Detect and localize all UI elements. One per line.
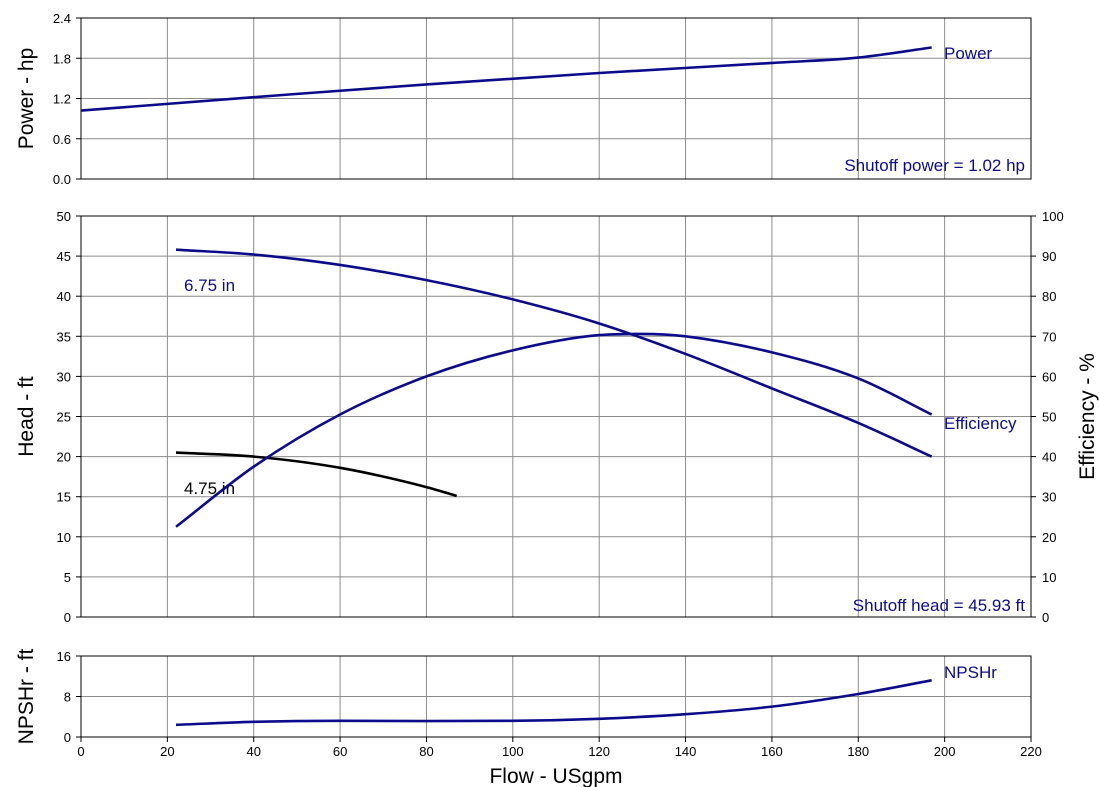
- y-tick-label: 10: [57, 530, 71, 545]
- series-label: Efficiency: [944, 414, 1017, 433]
- y2-tick-label: 80: [1042, 289, 1056, 304]
- grid-head: [81, 216, 1031, 617]
- y2-tick-label: 60: [1042, 369, 1056, 384]
- x-tick-label: 180: [847, 744, 869, 759]
- y2-axis-title: Efficiency - %: [1076, 353, 1099, 480]
- y-axis-title: Power - hp: [15, 48, 38, 150]
- x-tick-label: 120: [588, 744, 610, 759]
- series-line-efficiency: [175, 332, 933, 528]
- y2-tick-label: 20: [1042, 530, 1056, 545]
- x-tick-label: 40: [246, 744, 260, 759]
- y2-tick-label: 50: [1042, 410, 1056, 425]
- y2-tick-label: 10: [1042, 570, 1056, 585]
- y-tick-label: 40: [57, 289, 71, 304]
- y-tick-label: 50: [57, 209, 71, 224]
- y-tick-label: 35: [57, 329, 71, 344]
- annotation-shutoff: Shutoff head = 45.93 ft: [853, 596, 1025, 615]
- grid-npshr: [81, 656, 1031, 737]
- x-tick-label: 140: [675, 744, 697, 759]
- y-tick-label: 2.4: [53, 11, 71, 26]
- y-tick-label: 25: [57, 410, 71, 425]
- y-tick-label: 0.6: [53, 132, 71, 147]
- y2-tick-label: 0: [1042, 610, 1049, 625]
- x-axis-title: Flow - USgpm: [489, 765, 622, 787]
- x-tick-label: 200: [934, 744, 956, 759]
- y-tick-label: 1.2: [53, 92, 71, 107]
- panel-head: 0 5 10 15 20 25 30 35 40 45 50 0 10 20 30 40 50 60 70 80 90 1…: [15, 209, 1099, 625]
- y-tick-label: 0.0: [53, 172, 71, 187]
- y2-tick-label: 40: [1042, 450, 1056, 465]
- y2-tick-label: 100: [1042, 209, 1064, 224]
- series-label: Power: [944, 44, 993, 63]
- y2-tick-label: 70: [1042, 329, 1056, 344]
- series-line-power: [80, 46, 932, 112]
- y-tick-label: 20: [57, 450, 71, 465]
- y2-tick-label: 90: [1042, 249, 1056, 264]
- x-tick-label: 20: [160, 744, 174, 759]
- series-label: NPSHr: [944, 663, 997, 682]
- x-tick-label: 100: [502, 744, 524, 759]
- series-label: 4.75 in: [184, 479, 235, 498]
- y-tick-label: 15: [57, 490, 71, 505]
- x-tick-label: 220: [1020, 744, 1042, 759]
- y-tick-label: 16: [57, 649, 71, 664]
- series-line-4-75-in: [175, 451, 458, 498]
- x-tick-label: 80: [419, 744, 433, 759]
- y-tick-label: 0: [64, 730, 71, 745]
- y-tick-label: 45: [57, 249, 71, 264]
- y-tick-label: 0: [64, 610, 71, 625]
- annotation-shutoff: Shutoff power = 1.02 hp: [844, 156, 1025, 175]
- y-axis-title: NPSHr - ft: [15, 649, 38, 745]
- panel-npshr: 0 8 16 NPSHr - ft 0 20 40 60 80 100 120 140 160 180 20…: [15, 649, 1042, 787]
- y2-tick-label: 30: [1042, 490, 1056, 505]
- y-tick-label: 30: [57, 369, 71, 384]
- x-tick-label: 60: [333, 744, 347, 759]
- series-line-npshr: [175, 679, 932, 727]
- y-tick-label: 1.8: [53, 51, 71, 66]
- y-tick-label: 8: [64, 690, 71, 705]
- series-label: 6.75 in: [184, 276, 235, 295]
- y-tick-label: 5: [64, 570, 71, 585]
- x-tick-label: 160: [761, 744, 783, 759]
- series-line-6-75-in: [175, 248, 933, 458]
- y-axis-title: Head - ft: [15, 376, 38, 457]
- panel-power: 0.0 0.6 1.2 1.8 2.4 Power - hp Power Shutoff po…: [15, 11, 1032, 187]
- x-tick-label: 0: [77, 744, 84, 759]
